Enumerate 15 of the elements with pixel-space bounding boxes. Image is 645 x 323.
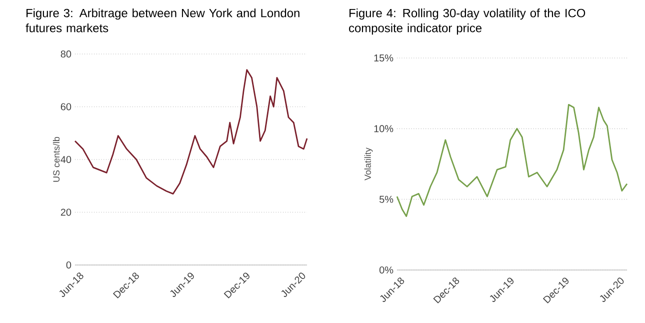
chart-title: Figure 3: Arbitrage between New York and London futures markets xyxy=(26,8,300,32)
y-tick-label: 0% xyxy=(379,266,394,274)
y-tick-label: 10% xyxy=(374,125,394,132)
line-series xyxy=(396,104,628,217)
y-tick-label: 20 xyxy=(60,208,72,216)
y-tick-label: 0 xyxy=(66,261,72,269)
line-series xyxy=(74,69,308,194)
y-tick-label: 5% xyxy=(379,196,394,203)
y-tick-label: 40 xyxy=(60,156,72,164)
y-tick-label: 60 xyxy=(60,103,72,110)
y-tick-label: 15% xyxy=(374,54,394,62)
y-tick-label: 80 xyxy=(60,50,72,58)
chart-title: Figure 4: Rolling 30-day volatility of the ICO composite indicator price xyxy=(349,8,586,35)
y-axis-title: Volatility xyxy=(364,148,373,180)
y-axis-title: US cents/lb xyxy=(52,136,60,182)
